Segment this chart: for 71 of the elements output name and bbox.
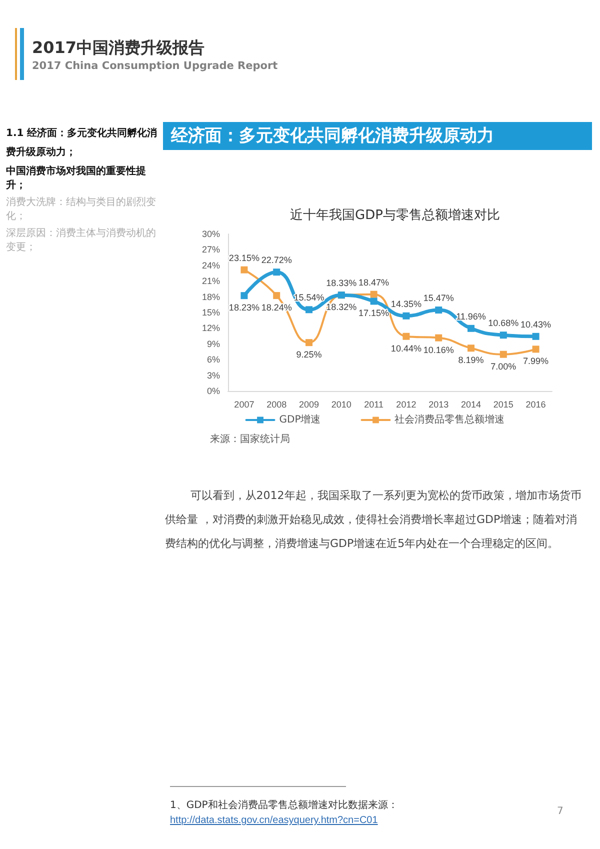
point: [402, 312, 410, 320]
data-label: 22.72%: [261, 255, 292, 266]
text: 消费大洗牌：结构与类目的剧烈变化；: [6, 196, 157, 224]
x-tick-label: 2016: [526, 400, 546, 410]
text: 深层原因：消费主体与消费动机的变更；: [6, 227, 157, 255]
data-label: 11.96%: [456, 311, 486, 322]
point: [500, 332, 507, 339]
x-tick-label: 2011: [364, 400, 384, 410]
chart-title: 近十年我国GDP与零售总额增速对比: [290, 208, 500, 223]
data-label: 7.99%: [523, 356, 549, 366]
text: 2017中国消费升级报告: [32, 38, 205, 59]
y-tick-label: 21%: [202, 276, 220, 286]
text: 1.1 经济面：多元变化共同孵化消费升级原动力；: [6, 126, 158, 160]
legend-label: 社会消费品零售总额增速: [394, 414, 505, 426]
x-tick-label: 2015: [493, 400, 514, 410]
x-tick-label: 2012: [396, 400, 416, 410]
data-label: 18.23%: [228, 302, 260, 313]
text: 可以看到，从2012年起，我国采取了一系列更为宽松的货币政策，增加市场货币供给量 ，对消费的刺激开始稳见成效，使得社会消费增长率超过GDP增速；随着对消费结构的优化与调整，消费增速与GDP增速在近5年内处在一个合理稳定的区间。: [165, 488, 582, 552]
y-tick-label: 30%: [202, 229, 220, 239]
point: [468, 324, 474, 332]
point: [273, 292, 280, 300]
point: [370, 298, 378, 305]
y-tick-label: 24%: [202, 260, 220, 270]
y-tick-label: 0%: [206, 386, 220, 396]
point: [402, 332, 410, 340]
text: 中国消费市场对我国的重要性提升；: [6, 165, 147, 193]
x-tick-label: 2014: [460, 400, 482, 410]
point: [273, 268, 280, 276]
point: [306, 306, 312, 314]
y-tick-label: 3%: [206, 370, 220, 380]
data-label: 9.25%: [296, 350, 322, 360]
point: [370, 290, 378, 298]
data-label: 10.16%: [423, 344, 454, 355]
y-tick-label: 18%: [202, 292, 220, 302]
y-tick-label: 15%: [202, 308, 220, 318]
data-label: 10.44%: [390, 343, 422, 354]
point: [500, 350, 507, 358]
x-tick-label: 2010: [331, 400, 352, 410]
point: [532, 346, 540, 353]
source-note: 来源：国家统计局: [210, 432, 290, 446]
data-label: 17.15%: [358, 308, 390, 318]
data-label: 14.35%: [390, 298, 422, 309]
data-label: 10.43%: [520, 319, 552, 330]
x-tick-label: 2008: [266, 400, 287, 410]
text: 7: [557, 806, 564, 817]
y-tick-label: 6%: [206, 354, 220, 365]
point: [468, 344, 474, 352]
point: [306, 339, 312, 346]
data-label: 10.68%: [488, 318, 519, 328]
legend-label: GDP增速: [279, 414, 321, 426]
y-tick-label: 27%: [202, 244, 220, 255]
text: 1、GDP和社会消费品零售总额增速对比数据来源：: [170, 800, 398, 811]
data-label: 18.33%: [326, 278, 357, 288]
text: 经济面：多元变化共同孵化消费升级原动力: [163, 122, 592, 150]
y-tick-label: 12%: [202, 323, 220, 334]
data-label: 8.19%: [458, 355, 484, 366]
text: 2017 China Consumption Upgrade Report: [32, 60, 278, 72]
point: [532, 332, 540, 340]
x-tick-label: 2007: [234, 400, 254, 410]
x-tick-label: 2013: [428, 400, 449, 410]
point: [435, 334, 442, 342]
y-tick-label: 9%: [206, 338, 220, 349]
point: [435, 306, 442, 314]
point: [240, 292, 248, 300]
text: http://data.stats.gov.cn/easyquery.htm?cn=C01: [170, 815, 378, 826]
x-tick-label: 2009: [298, 400, 320, 410]
data-label: 23.15%: [228, 252, 260, 263]
data-label: 18.47%: [358, 277, 390, 288]
data-label: 15.47%: [423, 293, 454, 304]
point: [240, 266, 248, 274]
data-label: 7.00%: [490, 361, 516, 372]
